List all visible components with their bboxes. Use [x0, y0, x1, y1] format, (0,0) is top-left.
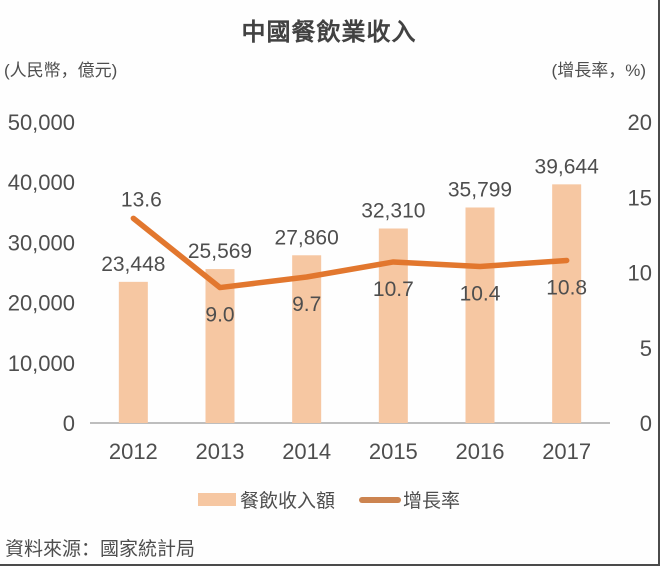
bar-value-label: 25,569 [188, 240, 252, 263]
bar-value-label: 32,310 [361, 199, 425, 222]
x-axis-label-2013: 2013 [196, 439, 245, 464]
left-axis-tick-label: 30,000 [8, 230, 75, 255]
x-axis-label-2017: 2017 [542, 439, 591, 464]
source-note: 資料來源：國家統計局 [5, 539, 196, 560]
legend-line-label: 增長率 [403, 491, 461, 512]
bar-2017 [552, 184, 582, 423]
bar-2013 [205, 269, 235, 423]
growth-rate-line [130, 215, 570, 291]
x-axis-label-2015: 2015 [369, 439, 418, 464]
bar-2016 [465, 207, 495, 423]
x-axis-label-2012: 2012 [109, 439, 158, 464]
left-axis-tick-label: 50,000 [8, 110, 75, 135]
right-axis-tick-label: 15 [628, 185, 652, 210]
left-axis-unit-label: (人民幣，億元) [4, 61, 118, 80]
line-value-label: 9.0 [205, 304, 234, 327]
bar-value-label: 27,860 [275, 226, 339, 249]
right-axis-tick-label: 0 [640, 411, 652, 436]
right-axis-tick-label: 5 [640, 336, 652, 361]
bar-value-label: 39,644 [535, 155, 600, 178]
right-axis-tick-label: 10 [628, 261, 652, 286]
line-value-label: 10.8 [546, 276, 587, 299]
line-value-label: 10.7 [373, 278, 414, 301]
legend-line-swatch [359, 496, 401, 503]
left-axis-tick-label: 20,000 [8, 291, 75, 316]
x-axis-label-2016: 2016 [456, 439, 505, 464]
left-axis-tick-label: 40,000 [8, 170, 75, 195]
right-axis-unit-label: (增長率，%) [551, 61, 646, 80]
chart-legend: 餐飲收入額 增長率 [0, 486, 658, 513]
x-axis-label-2014: 2014 [282, 439, 331, 464]
left-axis-tick-label: 0 [63, 411, 75, 436]
bar-value-label: 23,448 [101, 253, 165, 276]
left-axis-tick-label: 10,000 [8, 351, 75, 376]
line-value-label: 9.7 [292, 293, 321, 316]
line-value-label: 10.4 [460, 282, 501, 305]
bar-line-combo-chart: 50,00040,00030,00020,00010,0000201510502… [8, 110, 652, 464]
bar-2015 [378, 228, 408, 423]
legend-bar-label: 餐飲收入額 [239, 491, 335, 512]
chart-title: 中國餐飲業收入 [241, 19, 417, 46]
bar-value-label: 35,799 [448, 178, 512, 201]
bar-2014 [292, 255, 322, 423]
line-value-label: 13.6 [121, 188, 162, 211]
right-axis-tick-label: 20 [628, 110, 652, 135]
bar-2012 [118, 281, 148, 423]
legend-bar-swatch [197, 493, 236, 506]
